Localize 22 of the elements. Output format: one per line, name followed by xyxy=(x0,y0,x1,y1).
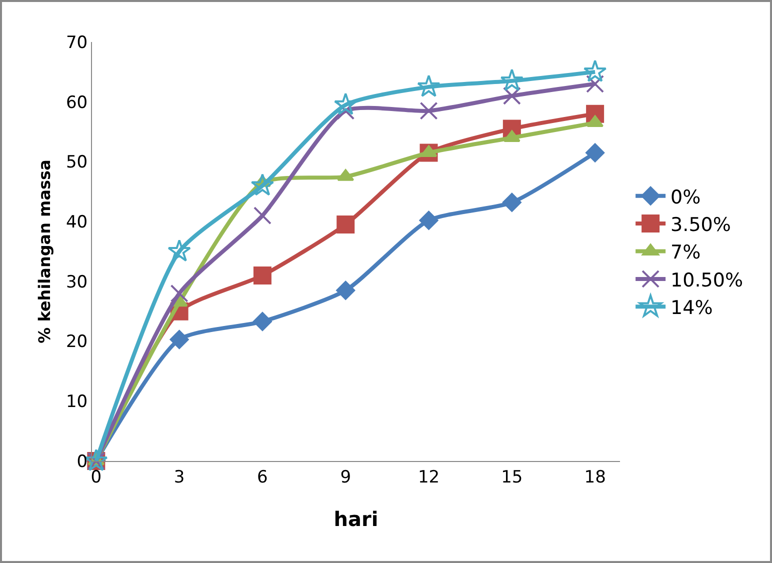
legend-label: 14% xyxy=(670,297,713,320)
legend-label: 7% xyxy=(670,242,701,264)
y-axis-title: % kehilangan massa xyxy=(35,160,54,344)
y-tick-label: 0 xyxy=(76,452,88,472)
x-tick-label: 9 xyxy=(340,467,352,488)
y-tick-label: 30 xyxy=(66,272,88,292)
x-tick-label: 3 xyxy=(174,467,185,488)
y-tick-label: 20 xyxy=(66,332,88,352)
x-tick-label: 12 xyxy=(418,467,440,488)
x-tick-label: 15 xyxy=(501,467,523,488)
x-tick-label: 6 xyxy=(257,467,268,488)
y-tick-label: 10 xyxy=(66,392,88,412)
x-axis-title: hari xyxy=(334,506,378,531)
x-tick-label: 0 xyxy=(90,467,102,488)
y-tick-label: 60 xyxy=(66,92,88,113)
x-tick-label: 18 xyxy=(584,467,606,488)
legend-label: 3.50% xyxy=(670,214,731,236)
y-tick-label: 70 xyxy=(66,32,88,53)
y-tick-label: 40 xyxy=(66,212,88,233)
legend-label: 0% xyxy=(670,186,701,208)
legend-label: 10.50% xyxy=(670,269,744,292)
y-tick-label: 50 xyxy=(66,152,88,173)
